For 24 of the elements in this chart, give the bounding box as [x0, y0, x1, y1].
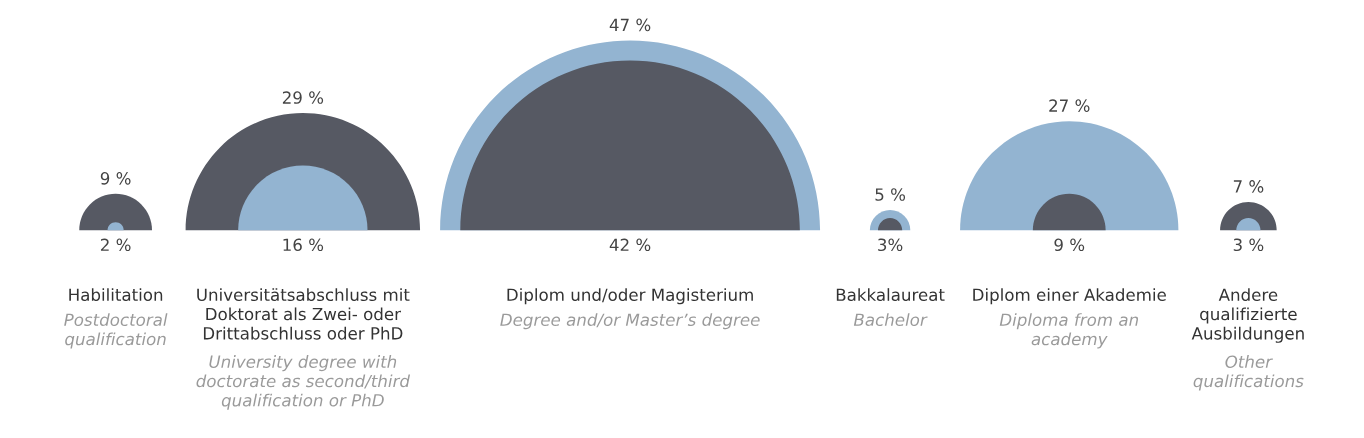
text: Diploma from an academy [999, 313, 1139, 349]
data-label: 29 % [282, 91, 324, 104]
category-label: Universitätsabschluss mit Doktorat als Zwei- oder Drittabschluss oder PhD [197, 288, 410, 340]
data-label: 9 % [100, 172, 131, 185]
data-label: 2 % [100, 238, 131, 252]
category-label: Andere qualifizierte Ausbildungen [1191, 288, 1304, 343]
category-label: Habilitation [69, 288, 163, 302]
data-label: 47 % [609, 18, 651, 32]
data-label: 42 % [609, 238, 651, 252]
data-label: 7 % [1233, 180, 1264, 193]
text: Postdoctoral qualification [64, 313, 168, 349]
text: Other qualifications [1193, 355, 1304, 391]
category-label: Diplom und/oder Magisterium [507, 288, 753, 305]
data-label: 3 % [1233, 238, 1264, 252]
data-label: 3% [878, 238, 903, 252]
data-label: 27 % [1049, 99, 1090, 112]
data-label: 5 % [875, 188, 906, 201]
text: University degree with doctorate as second/third qualification or PhD [196, 355, 411, 410]
text: Bachelor [853, 313, 928, 327]
category-label: Bakkalaureat [836, 288, 945, 302]
category-label: Diplom einer Akademie [973, 288, 1166, 305]
data-label: 16 % [283, 238, 324, 252]
data-label: 9 % [1054, 238, 1085, 252]
text: Degree and/or Master’s degree [500, 313, 760, 330]
